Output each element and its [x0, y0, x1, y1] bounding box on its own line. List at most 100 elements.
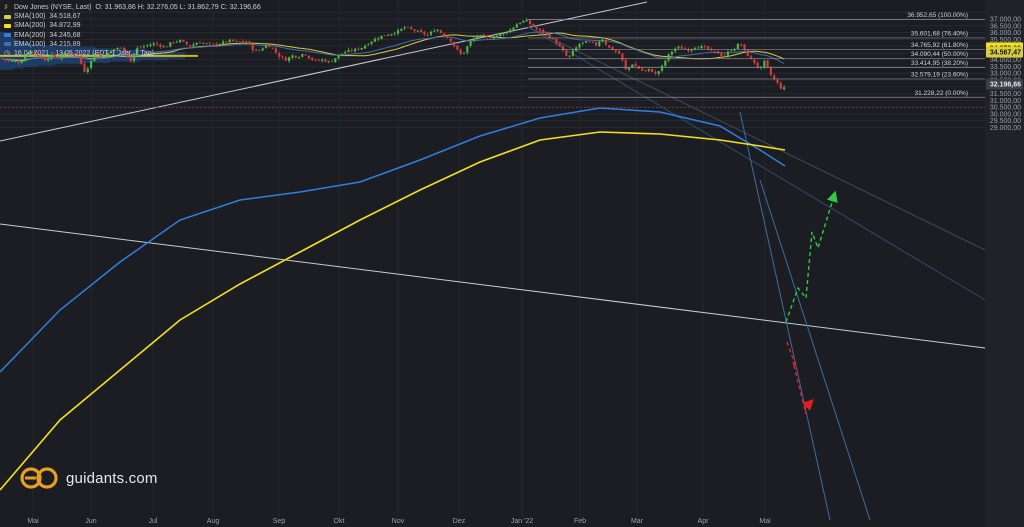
candle-body — [750, 56, 753, 60]
clock-icon: ◷ — [4, 50, 11, 58]
candle-body — [627, 67, 631, 70]
candle-body — [99, 54, 103, 57]
candle-body — [330, 61, 334, 63]
candle-body — [522, 20, 525, 23]
candle-body — [159, 44, 162, 47]
candle-body — [542, 29, 545, 34]
legend-swatch — [4, 14, 11, 19]
legend-label: EMA(200) — [14, 31, 46, 39]
x-tick-label: Aug — [207, 518, 220, 525]
fibonacci-levels: 36.952,65 (100.00%) 35.601,68 (76.40%) 34.… — [0, 12, 985, 108]
candle-body — [37, 53, 40, 57]
instrument-name: Dow Jones (NYSE, Last) — [14, 4, 92, 11]
x-tick-label: Feb — [574, 518, 586, 525]
candle-body — [492, 37, 495, 39]
y-tick-label: 33.000,00 — [990, 71, 1021, 78]
candle-body — [314, 59, 317, 61]
candle-body — [189, 44, 192, 47]
candle-body — [76, 55, 79, 57]
candle-body — [469, 41, 472, 46]
candle-body — [321, 59, 324, 61]
fib-level-label: 32.579,19 (23.60%) — [911, 71, 968, 78]
legend-value: 34.518,67 — [49, 13, 81, 21]
candle-body — [604, 39, 607, 45]
y-tick-label: 30.500,00 — [990, 105, 1021, 112]
chart-icon: ♯ — [4, 4, 8, 12]
y-tick-label: 33.500,00 — [990, 64, 1021, 71]
candle-body — [396, 30, 400, 34]
candle-body — [390, 34, 393, 36]
candle-body — [63, 52, 66, 55]
candle-body — [429, 31, 433, 35]
candle-body — [660, 65, 664, 71]
candle-body — [175, 41, 178, 43]
legend-item-sma200: SMA(200) 34.872,99 — [4, 21, 261, 30]
brand-logo[interactable]: guidants.com — [20, 466, 158, 490]
trend-lines — [0, 1, 986, 521]
candle-body — [33, 51, 37, 54]
legend-value: 34.872,99 — [49, 22, 81, 30]
x-tick-label: Mai — [759, 518, 771, 525]
sma200-line — [0, 131, 786, 491]
candle-body — [281, 56, 284, 58]
candle-body — [453, 41, 456, 47]
candle-body — [406, 26, 409, 28]
candle-body — [80, 56, 83, 64]
x-tick-label: Jul — [149, 518, 158, 525]
candle-body — [334, 58, 337, 62]
candle-body — [545, 32, 548, 35]
candle-body — [360, 47, 363, 50]
candle-body — [50, 54, 53, 60]
candle-body — [255, 49, 258, 51]
candle-body — [304, 54, 307, 56]
candle-body — [472, 38, 475, 41]
volume-bar — [0, 31, 6, 39]
candle-body — [707, 46, 710, 50]
legend-item-ema100: EMA(100) 34.215,89 — [4, 40, 261, 49]
candle-body — [274, 48, 277, 53]
candle-body — [126, 51, 129, 57]
candlesticks — [0, 17, 786, 91]
falling-channel-line — [739, 111, 831, 521]
candle-body — [736, 43, 739, 50]
candle-body — [83, 63, 86, 72]
volume-bar — [0, 63, 14, 70]
candle-body — [317, 60, 320, 61]
fan-line-2 — [527, 26, 986, 301]
candle-body — [756, 62, 759, 68]
candle-body — [14, 61, 17, 63]
fib-level-label: 35.601,68 (76.40%) — [911, 30, 968, 37]
legend-value: 34.245,68 — [49, 31, 81, 39]
candle-body — [218, 43, 221, 46]
candle-body — [202, 42, 205, 44]
candle-body — [208, 42, 211, 44]
candle-body — [195, 42, 198, 45]
x-tick-label: Okt — [334, 518, 345, 525]
candle-body — [509, 29, 512, 33]
candle-body — [271, 47, 274, 49]
candle-body — [730, 50, 733, 52]
candle-body — [4, 58, 7, 60]
candle-body — [766, 60, 769, 68]
candle-body — [57, 57, 60, 59]
candle-body — [519, 23, 522, 24]
candle-body — [60, 55, 63, 59]
candle-body — [169, 42, 172, 47]
candle-body — [311, 57, 314, 60]
candle-body — [594, 42, 598, 46]
candle-body — [743, 44, 746, 50]
candle-body — [654, 71, 657, 74]
candle-body — [90, 60, 93, 69]
candle-body — [598, 41, 601, 46]
fan-line — [527, 26, 986, 251]
candle-body — [93, 53, 96, 62]
candle-body — [476, 36, 479, 39]
candle-body — [568, 55, 571, 57]
legend-item-ema200: EMA(200) 34.245,68 — [4, 31, 261, 40]
candle-body — [354, 48, 357, 52]
candle-body — [746, 49, 749, 57]
candle-body — [413, 29, 416, 31]
fib-level-label: 34.090,44 (50.00%) — [911, 51, 968, 58]
